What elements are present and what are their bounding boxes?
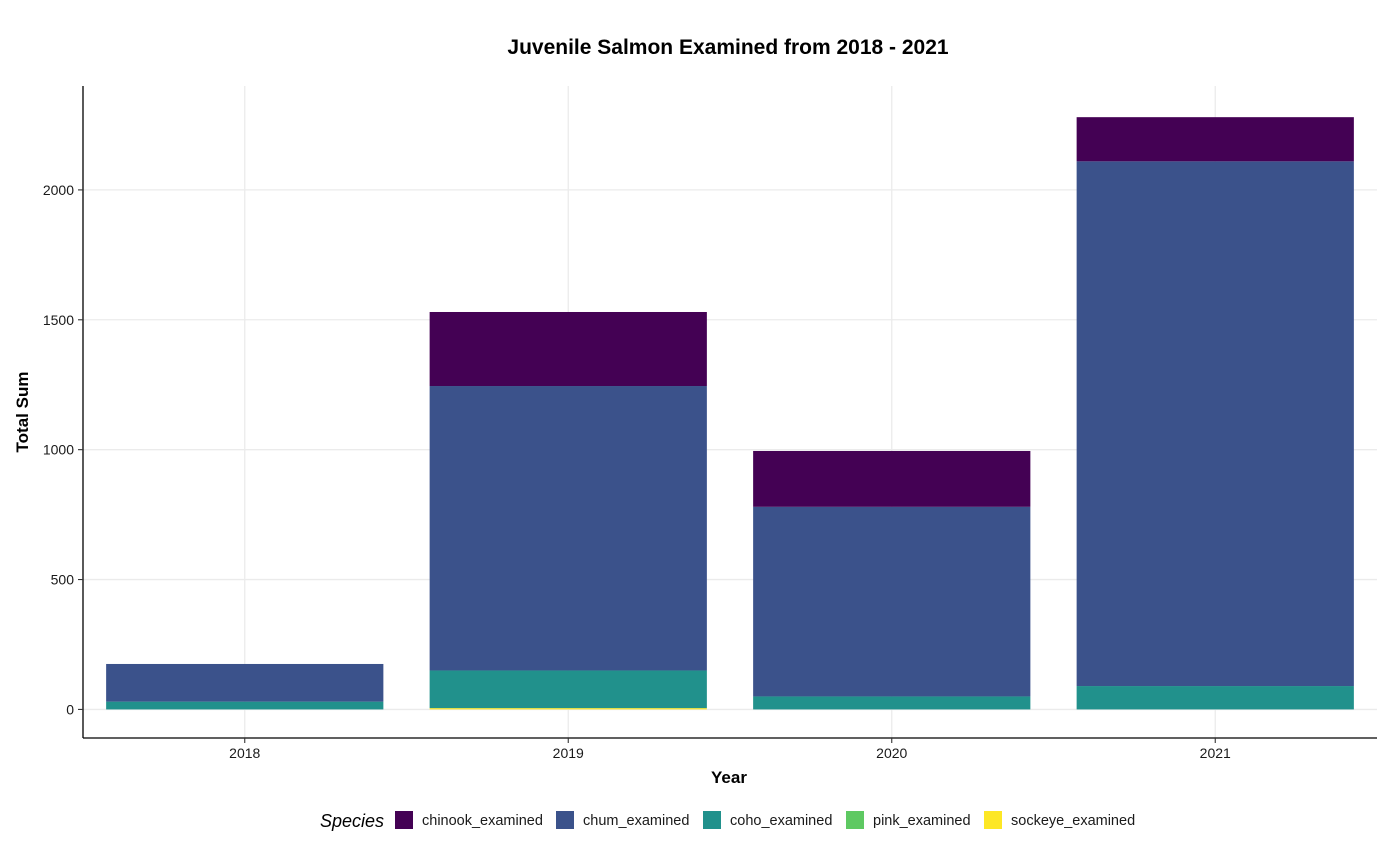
y-tick-label: 2000 <box>43 182 74 198</box>
legend-label-chinook_examined: chinook_examined <box>422 813 543 829</box>
legend-swatch-sockeye_examined <box>984 811 1002 829</box>
legend-label-chum_examined: chum_examined <box>583 813 689 829</box>
x-axis-ticks: 2018 2019 2020 2021 <box>229 738 1231 761</box>
bar-chinook_examined-2019 <box>429 311 707 387</box>
bar-coho_examined-2020 <box>753 696 1031 710</box>
y-tick-label: 1000 <box>43 442 74 458</box>
chart-title: Juvenile Salmon Examined from 2018 - 202… <box>507 36 949 59</box>
x-tick-label: 2021 <box>1200 745 1231 761</box>
x-tick-label: 2020 <box>876 745 907 761</box>
x-axis-title: Year <box>711 768 747 787</box>
legend-title: Species <box>320 811 384 831</box>
bar-chum_examined-2018 <box>106 663 384 702</box>
legend-swatch-pink_examined <box>846 811 864 829</box>
bar-coho_examined-2018 <box>106 701 384 710</box>
x-tick-label: 2018 <box>229 745 260 761</box>
legend-swatch-coho_examined <box>703 811 721 829</box>
y-axis-title: Total Sum <box>13 372 32 453</box>
y-tick-label: 0 <box>66 701 74 717</box>
bar-chum_examined-2020 <box>753 506 1031 697</box>
bar-coho_examined-2021 <box>1076 686 1354 710</box>
bars <box>106 117 1354 710</box>
axes <box>82 86 1377 739</box>
bar-chum_examined-2019 <box>429 386 707 671</box>
legend-label-coho_examined: coho_examined <box>730 813 832 829</box>
bar-coho_examined-2019 <box>429 670 707 709</box>
legend-label-sockeye_examined: sockeye_examined <box>1011 813 1135 829</box>
y-tick-label: 500 <box>51 572 75 588</box>
legend-swatch-chum_examined <box>556 811 574 829</box>
legend: Species chinook_examined chum_examined coh… <box>320 811 1135 831</box>
bar-chinook_examined-2021 <box>1076 117 1354 162</box>
legend-label-pink_examined: pink_examined <box>873 813 971 829</box>
bar-chinook_examined-2020 <box>753 450 1031 507</box>
bar-sockeye_examined-2019 <box>429 708 707 710</box>
legend-swatch-chinook_examined <box>395 811 413 829</box>
y-tick-label: 1500 <box>43 312 74 328</box>
x-tick-label: 2019 <box>553 745 584 761</box>
y-axis-ticks: 0 500 1000 1500 2000 <box>43 182 83 717</box>
bar-chum_examined-2021 <box>1076 161 1354 687</box>
